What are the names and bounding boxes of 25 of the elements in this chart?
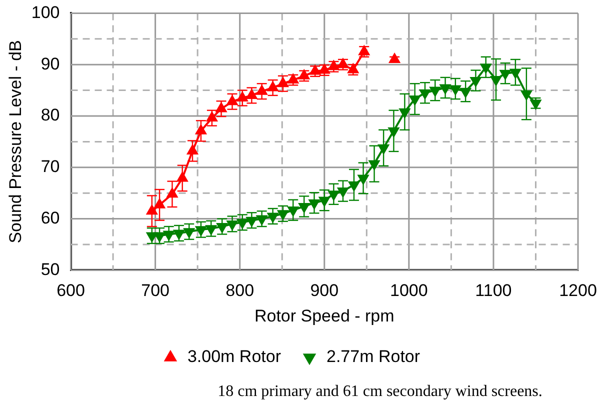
x-tick-label: 700 [141, 281, 170, 300]
point [298, 70, 310, 80]
point [338, 188, 348, 198]
y-tick-label: 50 [40, 260, 60, 279]
text: 18 cm primary and 61 cm secondary wind screens. [218, 383, 542, 400]
y-tick-label: 70 [40, 157, 60, 176]
point [196, 124, 206, 134]
legend-label: 2.77m Rotor [326, 347, 420, 366]
x-tick-label: 800 [226, 281, 254, 300]
y-tick-label: 80 [40, 106, 60, 125]
x-axis-title: Rotor Speed - rpm [254, 306, 394, 326]
point [237, 92, 248, 102]
y-tick-label: 90 [40, 54, 60, 74]
legend-label: 3.00m Rotor [187, 347, 282, 366]
x-tick-label: 900 [310, 281, 339, 300]
x-tick-label: 600 [56, 281, 85, 300]
x-tick-label: 1200 [559, 281, 597, 300]
point [288, 206, 298, 216]
point [298, 202, 310, 212]
y-tick-label: 60 [40, 208, 60, 228]
x-tick-label: 1000 [390, 281, 428, 300]
y-axis-title: Sound Pressure Level - dB [6, 40, 25, 244]
x-tick-label: 1100 [475, 281, 512, 300]
point [206, 112, 218, 122]
y-tick-label: 100 [31, 2, 60, 22]
